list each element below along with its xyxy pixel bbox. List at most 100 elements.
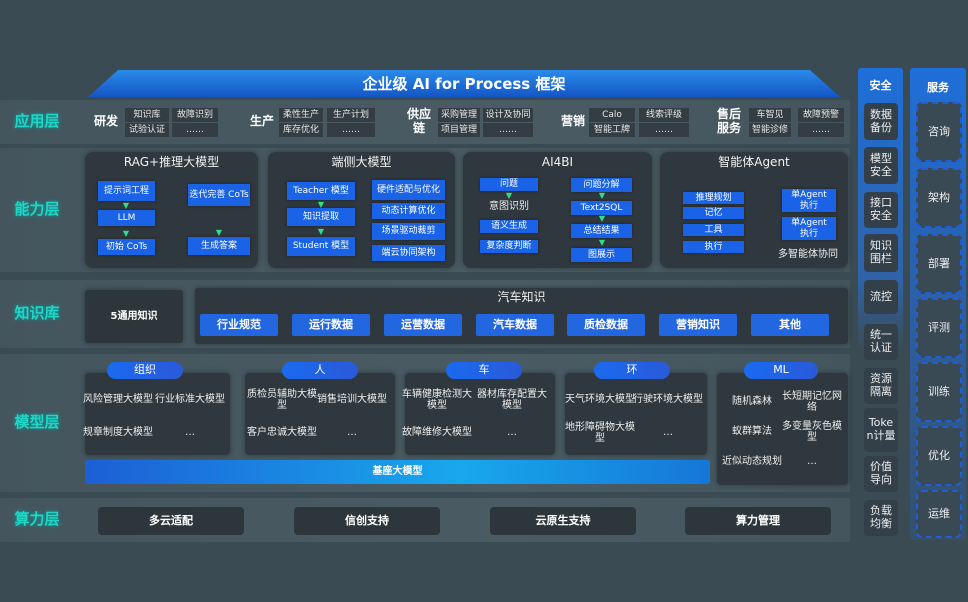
edge-right-box[interactable]: 场景驱动裁剪 xyxy=(372,223,445,240)
service-item[interactable]: 架构 xyxy=(916,168,962,228)
security-item[interactable]: 数据备份 xyxy=(864,103,898,140)
service-item[interactable]: 运维 xyxy=(916,490,962,538)
model-item[interactable]: 行业标准大模型 xyxy=(155,394,225,406)
knowledge-item[interactable]: 运营数据 xyxy=(384,314,462,336)
security-item[interactable]: 接口安全 xyxy=(864,192,898,228)
application-item[interactable]: 知识库 xyxy=(125,108,169,122)
model-item[interactable]: … xyxy=(663,427,673,439)
model-item[interactable]: 长短期记忆网络 xyxy=(782,390,842,414)
service-item[interactable]: 优化 xyxy=(916,426,962,486)
compute-item[interactable]: 多云适配 xyxy=(98,507,244,535)
model-group-pill[interactable]: 人 xyxy=(282,362,358,379)
agent-left-box[interactable]: 执行 xyxy=(683,241,744,253)
model-item[interactable]: 规章制度大模型 xyxy=(83,427,153,439)
security-item[interactable]: 价值导向 xyxy=(864,456,898,492)
service-item[interactable]: 评测 xyxy=(916,298,962,358)
agent-right-box[interactable]: 单Agent 执行 xyxy=(782,189,836,212)
application-item[interactable]: …… xyxy=(639,123,689,137)
rag-box[interactable]: 初始 CoTs xyxy=(98,239,155,255)
model-item[interactable]: 客户忠诚大模型 xyxy=(247,427,317,439)
knowledge-item[interactable]: 运行数据 xyxy=(292,314,370,336)
security-item[interactable]: 资源隔离 xyxy=(864,368,898,404)
model-item[interactable]: 天气环境大模型 xyxy=(565,394,635,406)
rag-box[interactable]: 提示词工程 xyxy=(98,181,155,201)
application-item[interactable]: 采购管理 xyxy=(438,108,480,122)
ai4bi-left-item[interactable]: 问题 xyxy=(480,178,538,191)
security-item[interactable]: Token计量 xyxy=(864,408,898,452)
application-item[interactable]: Calo xyxy=(589,108,635,122)
model-item[interactable]: … xyxy=(185,427,195,439)
application-item[interactable]: 设计及协同 xyxy=(483,108,533,122)
security-item[interactable]: 流控 xyxy=(864,280,898,314)
rag-box[interactable]: 生成答案 xyxy=(188,237,250,255)
model-item[interactable]: 地形障碍物大模型 xyxy=(565,421,635,445)
base-model-bar[interactable]: 基座大模型 xyxy=(85,460,710,484)
application-item[interactable]: …… xyxy=(327,123,375,137)
ai4bi-left-item[interactable]: 复杂度判断 xyxy=(480,240,538,253)
model-item[interactable]: 近似动态规划 xyxy=(722,456,782,468)
service-item[interactable]: 咨询 xyxy=(916,102,962,162)
compute-item[interactable]: 云原生支持 xyxy=(490,507,636,535)
model-item[interactable]: … xyxy=(507,427,517,439)
model-item[interactable]: 行驶环境大模型 xyxy=(633,394,703,406)
model-group-pill[interactable]: 环 xyxy=(594,362,670,379)
model-group-pill[interactable]: 组织 xyxy=(107,362,183,379)
application-item[interactable]: 智能诊修 xyxy=(749,123,791,137)
rag-box[interactable]: LLM xyxy=(98,210,155,226)
compute-item[interactable]: 信创支持 xyxy=(294,507,440,535)
application-item[interactable]: 故障预警 xyxy=(798,108,844,122)
compute-item[interactable]: 算力管理 xyxy=(685,507,831,535)
edge-right-box[interactable]: 硬件适配与优化 xyxy=(372,180,445,200)
knowledge-item[interactable]: 质检数据 xyxy=(567,314,645,336)
model-item[interactable]: 质检员辅助大模型 xyxy=(247,388,317,412)
agent-left-box[interactable]: 工具 xyxy=(683,224,744,236)
edge-left-box[interactable]: 知识提取 xyxy=(287,208,355,226)
rag-box[interactable]: 迭代完善 CoTs xyxy=(188,184,250,206)
ai4bi-right-box[interactable]: 问题分解 xyxy=(571,178,632,192)
agent-left-box[interactable]: 记忆 xyxy=(683,207,744,219)
service-item[interactable]: 部署 xyxy=(916,234,962,294)
model-item[interactable]: … xyxy=(347,427,357,439)
model-item[interactable]: 器材库存配置大模型 xyxy=(477,388,547,412)
application-item[interactable]: 线索评级 xyxy=(639,108,689,122)
model-item[interactable]: 多变量灰色模型 xyxy=(782,420,842,444)
model-group-pill[interactable]: 车 xyxy=(446,362,522,379)
application-item[interactable]: …… xyxy=(172,123,218,137)
model-item[interactable]: 随机森林 xyxy=(732,396,772,408)
agent-right-box[interactable]: 单Agent 执行 xyxy=(782,217,836,240)
ai4bi-right-box[interactable]: Text2SQL xyxy=(571,201,632,215)
model-item[interactable]: 风险管理大模型 xyxy=(83,394,153,406)
application-item[interactable]: 柔性生产 xyxy=(279,108,323,122)
application-item[interactable]: 项目管理 xyxy=(438,123,480,137)
model-group-pill[interactable]: ML xyxy=(744,362,818,379)
ai4bi-right-box[interactable]: 总结结果 xyxy=(571,224,632,238)
application-item[interactable]: 试验认证 xyxy=(125,123,169,137)
knowledge-item[interactable]: 汽车数据 xyxy=(476,314,554,336)
service-item[interactable]: 训练 xyxy=(916,362,962,422)
edge-left-box[interactable]: Student 模型 xyxy=(287,237,355,256)
application-item[interactable]: …… xyxy=(798,123,844,137)
model-item[interactable]: 蚁群算法 xyxy=(732,426,772,438)
model-item[interactable]: 销售培训大模型 xyxy=(317,394,387,406)
application-item[interactable]: 车智见 xyxy=(749,108,791,122)
application-item[interactable]: 智能工牌 xyxy=(589,123,635,137)
security-item[interactable]: 统一认证 xyxy=(864,324,898,360)
edge-right-box[interactable]: 动态计算优化 xyxy=(372,203,445,219)
knowledge-item[interactable]: 营销知识 xyxy=(659,314,737,336)
application-item[interactable]: …… xyxy=(483,123,533,137)
model-item[interactable]: … xyxy=(807,456,817,468)
ai4bi-right-box[interactable]: 图展示 xyxy=(571,248,632,262)
general-knowledge-card[interactable]: 5通用知识 xyxy=(85,290,183,343)
application-item[interactable]: 故障识别 xyxy=(172,108,218,122)
edge-left-box[interactable]: Teacher 模型 xyxy=(287,182,355,200)
ai4bi-left-item[interactable]: 语义生成 xyxy=(480,220,538,233)
knowledge-item[interactable]: 其他 xyxy=(751,314,829,336)
application-item[interactable]: 生产计划 xyxy=(327,108,375,122)
edge-right-box[interactable]: 端云协同架构 xyxy=(372,245,445,261)
application-item[interactable]: 库存优化 xyxy=(279,123,323,137)
security-item[interactable]: 模型安全 xyxy=(864,147,898,184)
agent-left-box[interactable]: 推理规划 xyxy=(683,192,744,204)
security-item[interactable]: 负载均衡 xyxy=(864,500,898,536)
model-item[interactable]: 故障维修大模型 xyxy=(402,427,472,439)
model-item[interactable]: 车辆健康检测大模型 xyxy=(402,388,472,412)
